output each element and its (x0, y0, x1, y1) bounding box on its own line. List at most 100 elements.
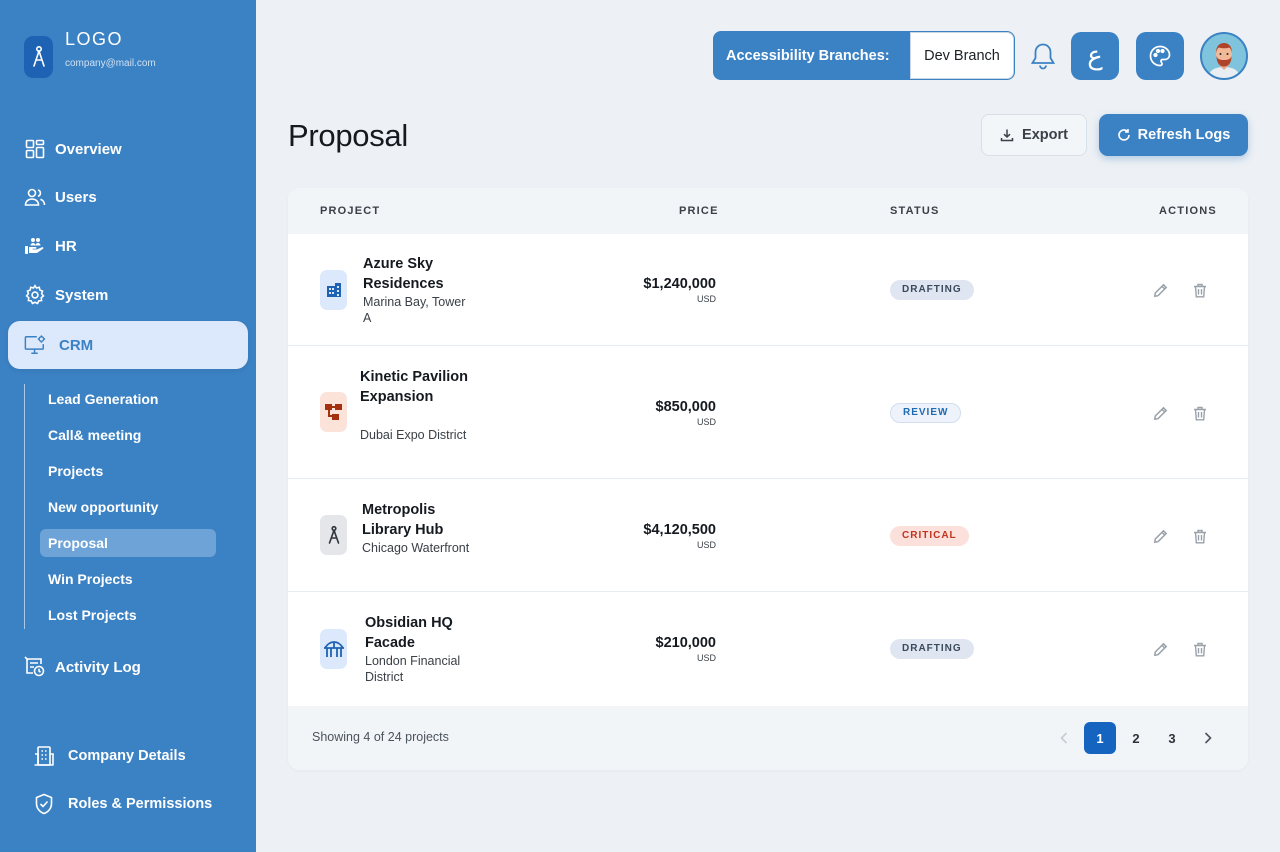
company-building-icon (32, 744, 56, 768)
language-toggle-button[interactable]: ع (1071, 32, 1119, 80)
compass-icon (320, 515, 347, 555)
hand-people-icon (24, 235, 46, 257)
edit-pencil-icon[interactable] (1151, 281, 1169, 299)
nav-item-system[interactable]: System (24, 280, 108, 310)
subnav-item-call-meeting[interactable]: Call& meeting (48, 427, 142, 443)
project-price: $4,120,500 (643, 522, 716, 538)
nav-item-roles-permissions[interactable]: Roles & Permissions (32, 792, 212, 816)
refresh-icon (1117, 129, 1130, 141)
status-badge: DRAFTING (890, 280, 974, 300)
subnav-item-lost-projects[interactable]: Lost Projects (48, 607, 137, 623)
delete-trash-icon[interactable] (1191, 404, 1209, 422)
table-row[interactable]: Azure Sky Residences Marina Bay, Tower A… (288, 234, 1248, 346)
export-label: Export (1022, 127, 1068, 143)
pagination-page-1[interactable]: 1 (1084, 722, 1116, 754)
sidebar: LOGO company@mail.com Overview Users HR (0, 0, 256, 852)
refresh-logs-button[interactable]: Refresh Logs (1099, 114, 1248, 156)
nav-item-users[interactable]: Users (24, 182, 97, 212)
brand-name: LOGO (65, 29, 124, 49)
activity-log-icon (24, 656, 46, 678)
brand-email: company@mail.com (65, 58, 156, 69)
table-header: PROJECT PRICE STATUS ACTIONS (288, 188, 1248, 234)
subnav-item-lead-generation[interactable]: Lead Generation (48, 391, 159, 407)
table-row[interactable]: Obsidian HQ Facade London Financial Dist… (288, 592, 1248, 706)
table-row[interactable]: Kinetic Pavilion Expansion Dubai Expo Di… (288, 346, 1248, 479)
proposals-table: PROJECT PRICE STATUS ACTIONS Azure Sky R… (288, 188, 1248, 770)
nav-label-activity-log: Activity Log (55, 658, 141, 676)
column-header-actions: ACTIONS (1159, 205, 1217, 217)
shield-check-icon (32, 792, 56, 816)
logo-compass-icon (24, 36, 53, 78)
project-location: Dubai Expo District (360, 428, 467, 442)
subnav-item-new-opportunity[interactable]: New opportunity (48, 499, 159, 515)
price-currency: USD (696, 540, 716, 550)
notification-bell-icon[interactable] (1027, 40, 1059, 72)
pagination-prev-chevron-icon[interactable] (1048, 722, 1080, 754)
pagination-page-2[interactable]: 2 (1132, 730, 1140, 746)
table-footer: Showing 4 of 24 projects 1 2 3 (288, 706, 1248, 770)
pagination-next-chevron-icon[interactable] (1192, 722, 1224, 754)
bridge-icon (320, 629, 347, 669)
nav-label-roles-permissions: Roles & Permissions (68, 796, 213, 812)
delete-trash-icon[interactable] (1191, 640, 1209, 658)
table-row[interactable]: Metropolis Library Hub Chicago Waterfron… (288, 479, 1248, 592)
status-badge: DRAFTING (890, 639, 974, 659)
column-header-status: STATUS (890, 205, 940, 217)
project-name: Metropolis Library Hub (362, 502, 444, 538)
user-avatar[interactable] (1200, 32, 1248, 80)
nav-item-company-details[interactable]: Company Details (32, 744, 186, 768)
delete-trash-icon[interactable] (1191, 527, 1209, 545)
hierarchy-icon (320, 392, 347, 432)
branch-selector: Accessibility Branches: Dev Branch (713, 31, 1015, 80)
status-badge: CRITICAL (890, 526, 969, 546)
gear-icon (24, 284, 46, 306)
price-currency: USD (696, 294, 716, 304)
project-price: $1,240,000 (643, 276, 716, 292)
dashboard-grid-icon (24, 138, 46, 160)
nav-item-overview[interactable]: Overview (24, 134, 122, 164)
nav-label-hr: HR (55, 237, 77, 255)
monitor-settings-icon (24, 334, 46, 356)
nav-item-hr[interactable]: HR (24, 231, 77, 261)
column-header-project: PROJECT (320, 205, 381, 217)
price-currency: USD (696, 653, 716, 663)
export-button[interactable]: Export (981, 114, 1087, 156)
branch-label: Accessibility Branches: (726, 47, 890, 64)
subnav-item-projects[interactable]: Projects (48, 463, 104, 479)
building-icon (320, 270, 347, 310)
crm-subnav: Lead Generation Call& meeting Projects N… (24, 384, 224, 629)
edit-pencil-icon[interactable] (1151, 527, 1169, 545)
project-name: Kinetic Pavilion Expansion (360, 369, 468, 405)
nav-label-company-details: Company Details (68, 748, 186, 764)
status-badge: REVIEW (890, 403, 962, 423)
edit-pencil-icon[interactable] (1151, 640, 1169, 658)
brand: LOGO company@mail.com (24, 28, 156, 78)
project-location: London Financial District (365, 654, 461, 684)
nav-label-overview: Overview (55, 140, 122, 158)
project-price: $850,000 (655, 399, 716, 415)
nav-label-users: Users (55, 188, 97, 206)
subnav-item-win-projects[interactable]: Win Projects (48, 571, 133, 587)
nav-item-activity-log[interactable]: Activity Log (24, 652, 141, 682)
project-price: $210,000 (655, 635, 716, 651)
delete-trash-icon[interactable] (1191, 281, 1209, 299)
nav-item-crm[interactable]: CRM (8, 321, 248, 369)
page-title: Proposal (288, 118, 408, 153)
nav-label-crm: CRM (59, 336, 94, 354)
project-name: Azure Sky Residences (363, 256, 444, 292)
edit-pencil-icon[interactable] (1151, 404, 1169, 422)
project-name: Obsidian HQ Facade (365, 615, 453, 651)
users-icon (24, 186, 46, 208)
project-location: Marina Bay, Tower A (363, 295, 466, 325)
branch-dropdown[interactable]: Dev Branch (910, 32, 1014, 79)
theme-palette-button[interactable] (1136, 32, 1184, 80)
price-currency: USD (696, 417, 716, 427)
pagination-page-3[interactable]: 3 (1168, 730, 1176, 746)
palette-icon (1149, 45, 1171, 67)
download-icon (1000, 129, 1014, 142)
pagination-summary: Showing 4 of 24 projects (312, 730, 449, 744)
column-header-price: PRICE (679, 205, 719, 217)
project-location: Chicago Waterfront (362, 541, 470, 555)
subnav-item-proposal[interactable]: Proposal (40, 529, 216, 557)
refresh-label: Refresh Logs (1137, 127, 1231, 143)
